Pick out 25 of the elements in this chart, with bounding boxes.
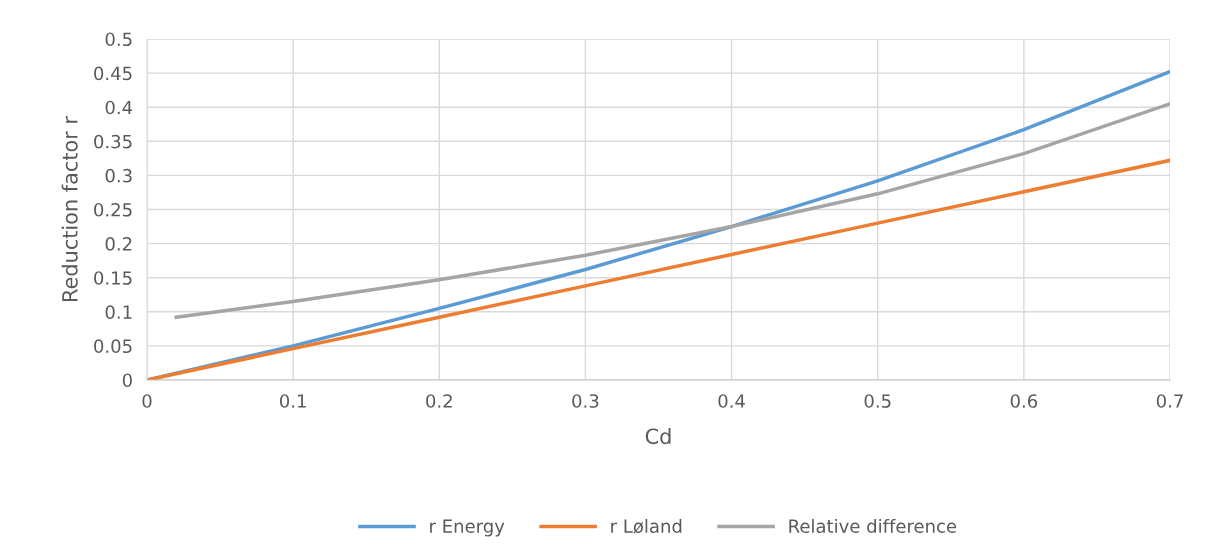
x-tick-label: 0.2 [426,394,452,408]
x-tick-label: 0 [142,394,152,408]
x-tick-label: 0.7 [1156,394,1183,408]
y-tick-label: 0.15 [94,271,132,285]
legend-label: Relative difference [789,519,957,533]
x-tick-label: 0.3 [572,394,599,408]
x-axis-title: Cd [645,428,671,445]
legend-label: r Energy [430,519,505,537]
x-tick-label: 0.6 [1010,394,1038,408]
line-series [174,102,1170,319]
y-tick-label: 0.25 [94,202,132,217]
y-tick-label: 0 [122,373,132,388]
y-tick-label: 0.45 [94,66,132,81]
x-tick-label: 0.1 [279,394,306,408]
x-tick-label: 0.5 [864,394,891,408]
y-tick-label: 0.2 [105,237,132,251]
legend-label: r Løland [611,519,682,534]
y-tick-label: 0.3 [105,168,132,183]
y-tick-label: 0.05 [94,339,132,354]
x-tick-label: 0.4 [718,394,745,408]
y-axis-title: Reduction factor r [61,116,78,301]
y-tick-label: 0.4 [105,100,133,115]
y-tick-label: 0.5 [105,32,132,47]
y-tick-label: 0.35 [94,134,132,149]
y-tick-label: 0.1 [105,305,132,319]
